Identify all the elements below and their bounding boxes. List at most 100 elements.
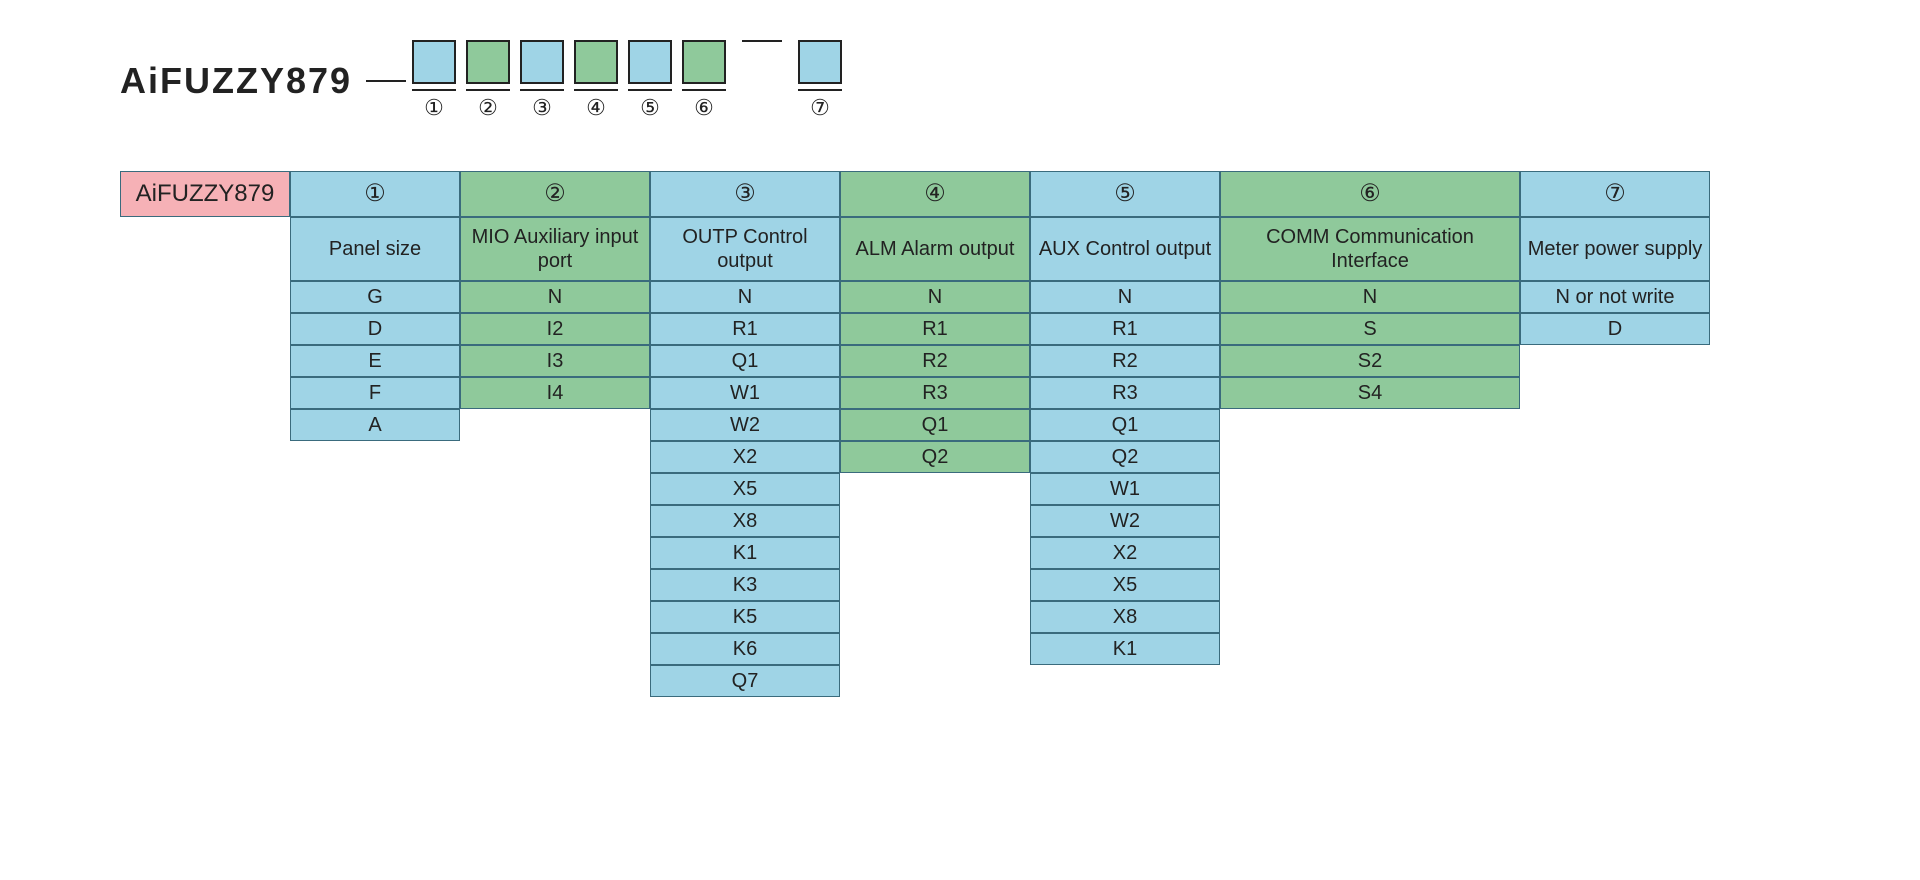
empty-cell bbox=[290, 505, 460, 537]
circled-number: ③ bbox=[532, 95, 552, 121]
empty-cell bbox=[290, 569, 460, 601]
empty-cell bbox=[1220, 665, 1520, 697]
empty-cell bbox=[1520, 505, 1710, 537]
data-cell: X2 bbox=[1030, 537, 1220, 569]
spacer bbox=[120, 537, 290, 569]
underline-icon bbox=[628, 88, 672, 91]
color-swatch bbox=[628, 40, 672, 84]
table-row: X5W1 bbox=[120, 473, 1800, 505]
column-label: Panel size bbox=[290, 217, 460, 281]
dash-icon bbox=[742, 40, 782, 42]
data-cell: R1 bbox=[650, 313, 840, 345]
data-cell: Q1 bbox=[1030, 409, 1220, 441]
empty-cell bbox=[1220, 537, 1520, 569]
underline-icon bbox=[798, 88, 842, 91]
table-row: AW2Q1Q1 bbox=[120, 409, 1800, 441]
data-cell: F bbox=[290, 377, 460, 409]
empty-cell bbox=[460, 601, 650, 633]
table-header-numbers: AiFUZZY879 ①②③④⑤⑥⑦ bbox=[120, 171, 1800, 217]
data-cell: I2 bbox=[460, 313, 650, 345]
empty-cell bbox=[1520, 633, 1710, 665]
empty-cell bbox=[1220, 601, 1520, 633]
data-cell: R1 bbox=[840, 313, 1030, 345]
circled-number: ⑥ bbox=[694, 95, 714, 121]
column-label: AUX Control output bbox=[1030, 217, 1220, 281]
legend-boxes: ①②③④⑤ ⑥ ⑦ bbox=[412, 40, 842, 121]
table-row: FI4W1R3R3S4 bbox=[120, 377, 1800, 409]
table-header-labels: Panel sizeMIO Auxiliary input portOUTP C… bbox=[120, 217, 1800, 281]
legend-box: ⑥ bbox=[682, 40, 726, 121]
data-cell: S bbox=[1220, 313, 1520, 345]
data-cell: W1 bbox=[1030, 473, 1220, 505]
data-cell: N or not write bbox=[1520, 281, 1710, 313]
table-row: EI3Q1R2R2S2 bbox=[120, 345, 1800, 377]
empty-cell bbox=[290, 665, 460, 697]
empty-cell bbox=[460, 505, 650, 537]
column-label: OUTP Control output bbox=[650, 217, 840, 281]
color-swatch bbox=[412, 40, 456, 84]
empty-cell bbox=[840, 633, 1030, 665]
empty-cell bbox=[1220, 441, 1520, 473]
table-row: X2Q2Q2 bbox=[120, 441, 1800, 473]
legend-row: AiFUZZY879 ①②③④⑤⑥⑦ bbox=[120, 40, 1800, 121]
color-swatch bbox=[798, 40, 842, 84]
empty-cell bbox=[840, 665, 1030, 697]
empty-cell bbox=[460, 569, 650, 601]
color-swatch bbox=[466, 40, 510, 84]
data-cell: N bbox=[460, 281, 650, 313]
empty-cell bbox=[290, 537, 460, 569]
underline-icon bbox=[412, 88, 456, 91]
legend-box: ⑦ bbox=[798, 40, 842, 121]
data-cell: K1 bbox=[1030, 633, 1220, 665]
data-cell: R3 bbox=[1030, 377, 1220, 409]
spacer bbox=[120, 569, 290, 601]
table-row: X8 W2 bbox=[120, 505, 1800, 537]
legend-box: ② bbox=[466, 40, 510, 121]
data-cell: X8 bbox=[1030, 601, 1220, 633]
empty-cell bbox=[1520, 441, 1710, 473]
spacer bbox=[120, 441, 290, 473]
spacer bbox=[120, 281, 290, 313]
data-cell: A bbox=[290, 409, 460, 441]
empty-cell bbox=[1520, 473, 1710, 505]
data-cell: Q2 bbox=[840, 441, 1030, 473]
empty-cell bbox=[1520, 569, 1710, 601]
empty-cell bbox=[290, 633, 460, 665]
table-row: DI2R1R1R1SD bbox=[120, 313, 1800, 345]
legend-box: ⑤ bbox=[628, 40, 672, 121]
column-number: ④ bbox=[840, 171, 1030, 217]
data-cell: R2 bbox=[1030, 345, 1220, 377]
legend-box: ① bbox=[412, 40, 456, 121]
spacer bbox=[120, 217, 290, 281]
data-cell: N bbox=[1030, 281, 1220, 313]
data-cell: Q1 bbox=[650, 345, 840, 377]
legend-box: ④ bbox=[574, 40, 618, 121]
empty-cell bbox=[1220, 569, 1520, 601]
column-label: ALM Alarm output bbox=[840, 217, 1030, 281]
empty-cell bbox=[460, 633, 650, 665]
data-cell: W2 bbox=[1030, 505, 1220, 537]
data-cell: Q1 bbox=[840, 409, 1030, 441]
data-cell: X5 bbox=[1030, 569, 1220, 601]
table-row: GNNNNNN or not write bbox=[120, 281, 1800, 313]
circled-number: ⑤ bbox=[640, 95, 660, 121]
spacer bbox=[120, 505, 290, 537]
data-cell: R2 bbox=[840, 345, 1030, 377]
data-cell: D bbox=[290, 313, 460, 345]
empty-cell bbox=[1220, 473, 1520, 505]
data-cell: I3 bbox=[460, 345, 650, 377]
data-cell: W1 bbox=[650, 377, 840, 409]
data-cell: X8 bbox=[650, 505, 840, 537]
empty-cell bbox=[460, 409, 650, 441]
data-cell: S2 bbox=[1220, 345, 1520, 377]
data-cell: K3 bbox=[650, 569, 840, 601]
column-number: ⑦ bbox=[1520, 171, 1710, 217]
spacer bbox=[120, 665, 290, 697]
empty-cell bbox=[840, 505, 1030, 537]
underline-icon bbox=[520, 88, 564, 91]
data-cell: G bbox=[290, 281, 460, 313]
underline-icon bbox=[574, 88, 618, 91]
column-number: ③ bbox=[650, 171, 840, 217]
empty-cell bbox=[290, 441, 460, 473]
data-cell: N bbox=[840, 281, 1030, 313]
